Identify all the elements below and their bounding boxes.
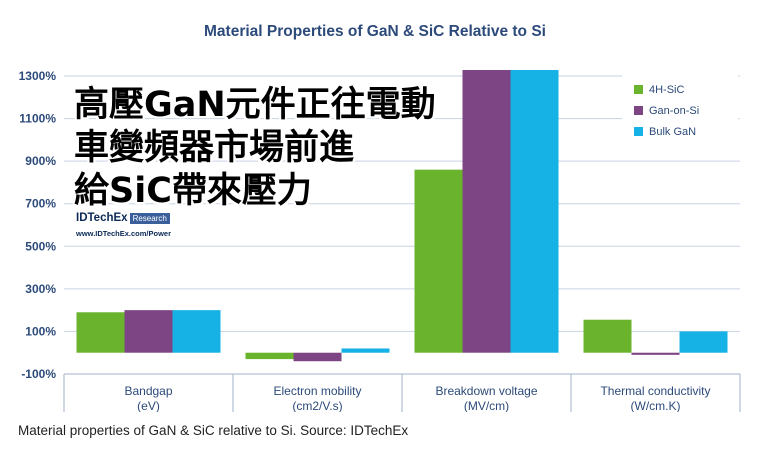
category-label: Breakdown voltage xyxy=(435,384,537,398)
bar-bulk-gan xyxy=(341,348,390,353)
y-tick-label: 500% xyxy=(25,239,56,253)
brand-name: IDTechEx xyxy=(76,212,128,224)
bar-4h-sic xyxy=(583,319,632,353)
brand-url: www.IDTechEx.com/Power xyxy=(76,229,172,238)
bar-gan-on-si xyxy=(462,70,511,353)
bars xyxy=(76,70,728,362)
category-label: Electron mobility xyxy=(273,384,361,398)
chart: Material Properties of GaN & SiC Relativ… xyxy=(19,23,741,420)
bar-4h-sic xyxy=(245,352,294,360)
bar-4h-sic xyxy=(414,169,463,353)
category-unit: (W/cm.K) xyxy=(631,399,681,412)
bar-4h-sic xyxy=(76,312,125,353)
category-unit: (cm2/V.s) xyxy=(292,399,342,412)
y-axis-ticks: 1300% 1100% 900% 700% 500% 300% 100% -100% xyxy=(19,69,57,381)
category-label: Bandgap xyxy=(124,384,172,398)
category-label: Thermal conductivity xyxy=(600,384,710,398)
legend-swatch xyxy=(634,85,643,94)
bar-bulk-gan xyxy=(172,310,221,353)
x-axis: Bandgap(eV) Electron mobility(cm2/V.s) Bre… xyxy=(63,373,741,420)
category-unit: (eV) xyxy=(137,399,160,412)
bar-bulk-gan xyxy=(679,331,728,353)
brand-block: IDTechEx Research www.IDTechEx.com/Power xyxy=(76,212,171,238)
legend: 4H-SiC Gan-on-Si Bulk GaN xyxy=(622,75,738,151)
y-tick-label: 100% xyxy=(25,324,56,338)
legend-label: 4H-SiC xyxy=(649,84,685,96)
y-tick-label: 1300% xyxy=(19,69,57,83)
bar-gan-on-si xyxy=(631,352,680,355)
bar-gan-on-si xyxy=(124,310,173,353)
headline-overlay: 高壓GaN元件正往電動 車變頻器市場前進 給SiC帶來壓力 xyxy=(74,84,436,213)
legend-label: Bulk GaN xyxy=(649,126,696,138)
bar-bulk-gan xyxy=(510,70,559,353)
brand-tag: Research xyxy=(129,212,170,224)
y-tick-label: 700% xyxy=(25,197,56,211)
y-tick-label: 1100% xyxy=(19,112,56,126)
headline-line-3: 給SiC帶來壓力 xyxy=(74,171,312,211)
headline-line-2: 車變頻器市場前進 xyxy=(74,128,355,168)
category-unit: (MV/cm) xyxy=(464,399,509,412)
y-tick-label: 300% xyxy=(25,282,56,296)
legend-swatch xyxy=(634,106,643,115)
y-tick-label: 900% xyxy=(25,154,56,168)
chart-title: Material Properties of GaN & SiC Relativ… xyxy=(204,23,546,40)
headline-line-1: 高壓GaN元件正往電動 xyxy=(74,85,436,125)
y-tick-label: -100% xyxy=(21,367,56,381)
bar-chart-svg: Material Properties of GaN & SiC Relativ… xyxy=(19,23,741,420)
legend-swatch xyxy=(634,127,643,136)
figure-caption: Material properties of GaN & SiC relativ… xyxy=(18,423,409,438)
legend-label: Gan-on-Si xyxy=(649,105,699,117)
bar-gan-on-si xyxy=(293,352,342,362)
